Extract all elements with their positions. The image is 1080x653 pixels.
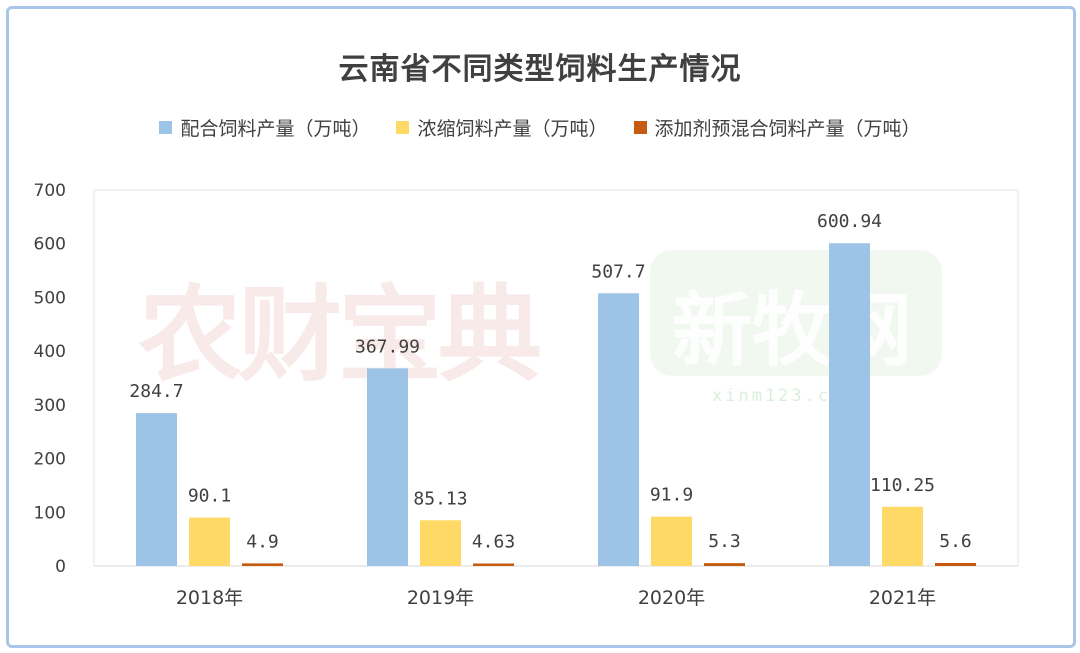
chart-title: 云南省不同类型饲料生产情况 bbox=[338, 52, 742, 87]
bar-compound-2 bbox=[598, 293, 639, 566]
y-tick-label: 700 bbox=[34, 181, 66, 201]
legend-label-concentrate-feed: 浓缩饲料产量（万吨） bbox=[417, 118, 608, 140]
x-category-label: 2020年 bbox=[638, 587, 705, 609]
y-tick-label: 200 bbox=[34, 450, 66, 470]
bar-premix-0 bbox=[242, 563, 283, 566]
bar-concentrate-2 bbox=[651, 516, 692, 566]
data-label: 284.7 bbox=[129, 381, 183, 402]
bar-compound-3 bbox=[829, 243, 870, 567]
legend-swatch-premix-feed bbox=[633, 121, 647, 134]
bar-premix-1 bbox=[473, 563, 514, 566]
y-tick-label: 100 bbox=[34, 503, 66, 523]
bar-compound-0 bbox=[136, 413, 177, 566]
data-label: 4.9 bbox=[246, 531, 279, 552]
legend-swatch-compound-feed bbox=[159, 121, 173, 134]
bar-concentrate-3 bbox=[882, 506, 923, 566]
x-category-label: 2019年 bbox=[407, 587, 474, 609]
data-label: 91.9 bbox=[650, 485, 693, 506]
y-tick-label: 0 bbox=[55, 557, 66, 577]
bar-concentrate-0 bbox=[189, 517, 230, 566]
y-tick-label: 300 bbox=[34, 396, 66, 416]
data-label: 110.25 bbox=[870, 475, 935, 496]
data-label: 5.6 bbox=[939, 531, 972, 552]
legend-swatch-concentrate-feed bbox=[396, 121, 410, 134]
chart-legend: 配合饲料产量（万吨） 浓缩饲料产量（万吨） 添加剂预混合饲料产量（万吨） bbox=[0, 114, 1080, 141]
legend-label-compound-feed: 配合饲料产量（万吨） bbox=[180, 118, 371, 140]
plot-area bbox=[93, 189, 1019, 567]
data-label: 85.13 bbox=[413, 488, 467, 509]
data-label: 367.99 bbox=[355, 336, 420, 357]
y-tick-label: 600 bbox=[34, 235, 66, 255]
bar-premix-2 bbox=[704, 563, 745, 566]
bar-compound-1 bbox=[367, 368, 408, 566]
data-label: 90.1 bbox=[188, 486, 231, 507]
x-category-label: 2021年 bbox=[869, 587, 936, 609]
data-label: 4.63 bbox=[472, 532, 515, 553]
bar-premix-3 bbox=[935, 562, 976, 566]
data-label: 507.7 bbox=[591, 261, 645, 282]
legend-item-concentrate-feed: 浓缩饲料产量（万吨） bbox=[396, 114, 608, 141]
data-label: 600.94 bbox=[817, 211, 882, 232]
y-tick-label: 500 bbox=[34, 288, 66, 308]
legend-label-premix-feed: 添加剂预混合饲料产量（万吨） bbox=[654, 118, 921, 140]
legend-item-premix-feed: 添加剂预混合饲料产量（万吨） bbox=[633, 114, 921, 141]
x-category-label: 2018年 bbox=[176, 587, 243, 609]
y-tick-label: 400 bbox=[34, 342, 66, 362]
legend-item-compound-feed: 配合饲料产量（万吨） bbox=[159, 114, 370, 141]
data-label: 5.3 bbox=[708, 531, 741, 552]
bar-concentrate-1 bbox=[420, 520, 461, 566]
